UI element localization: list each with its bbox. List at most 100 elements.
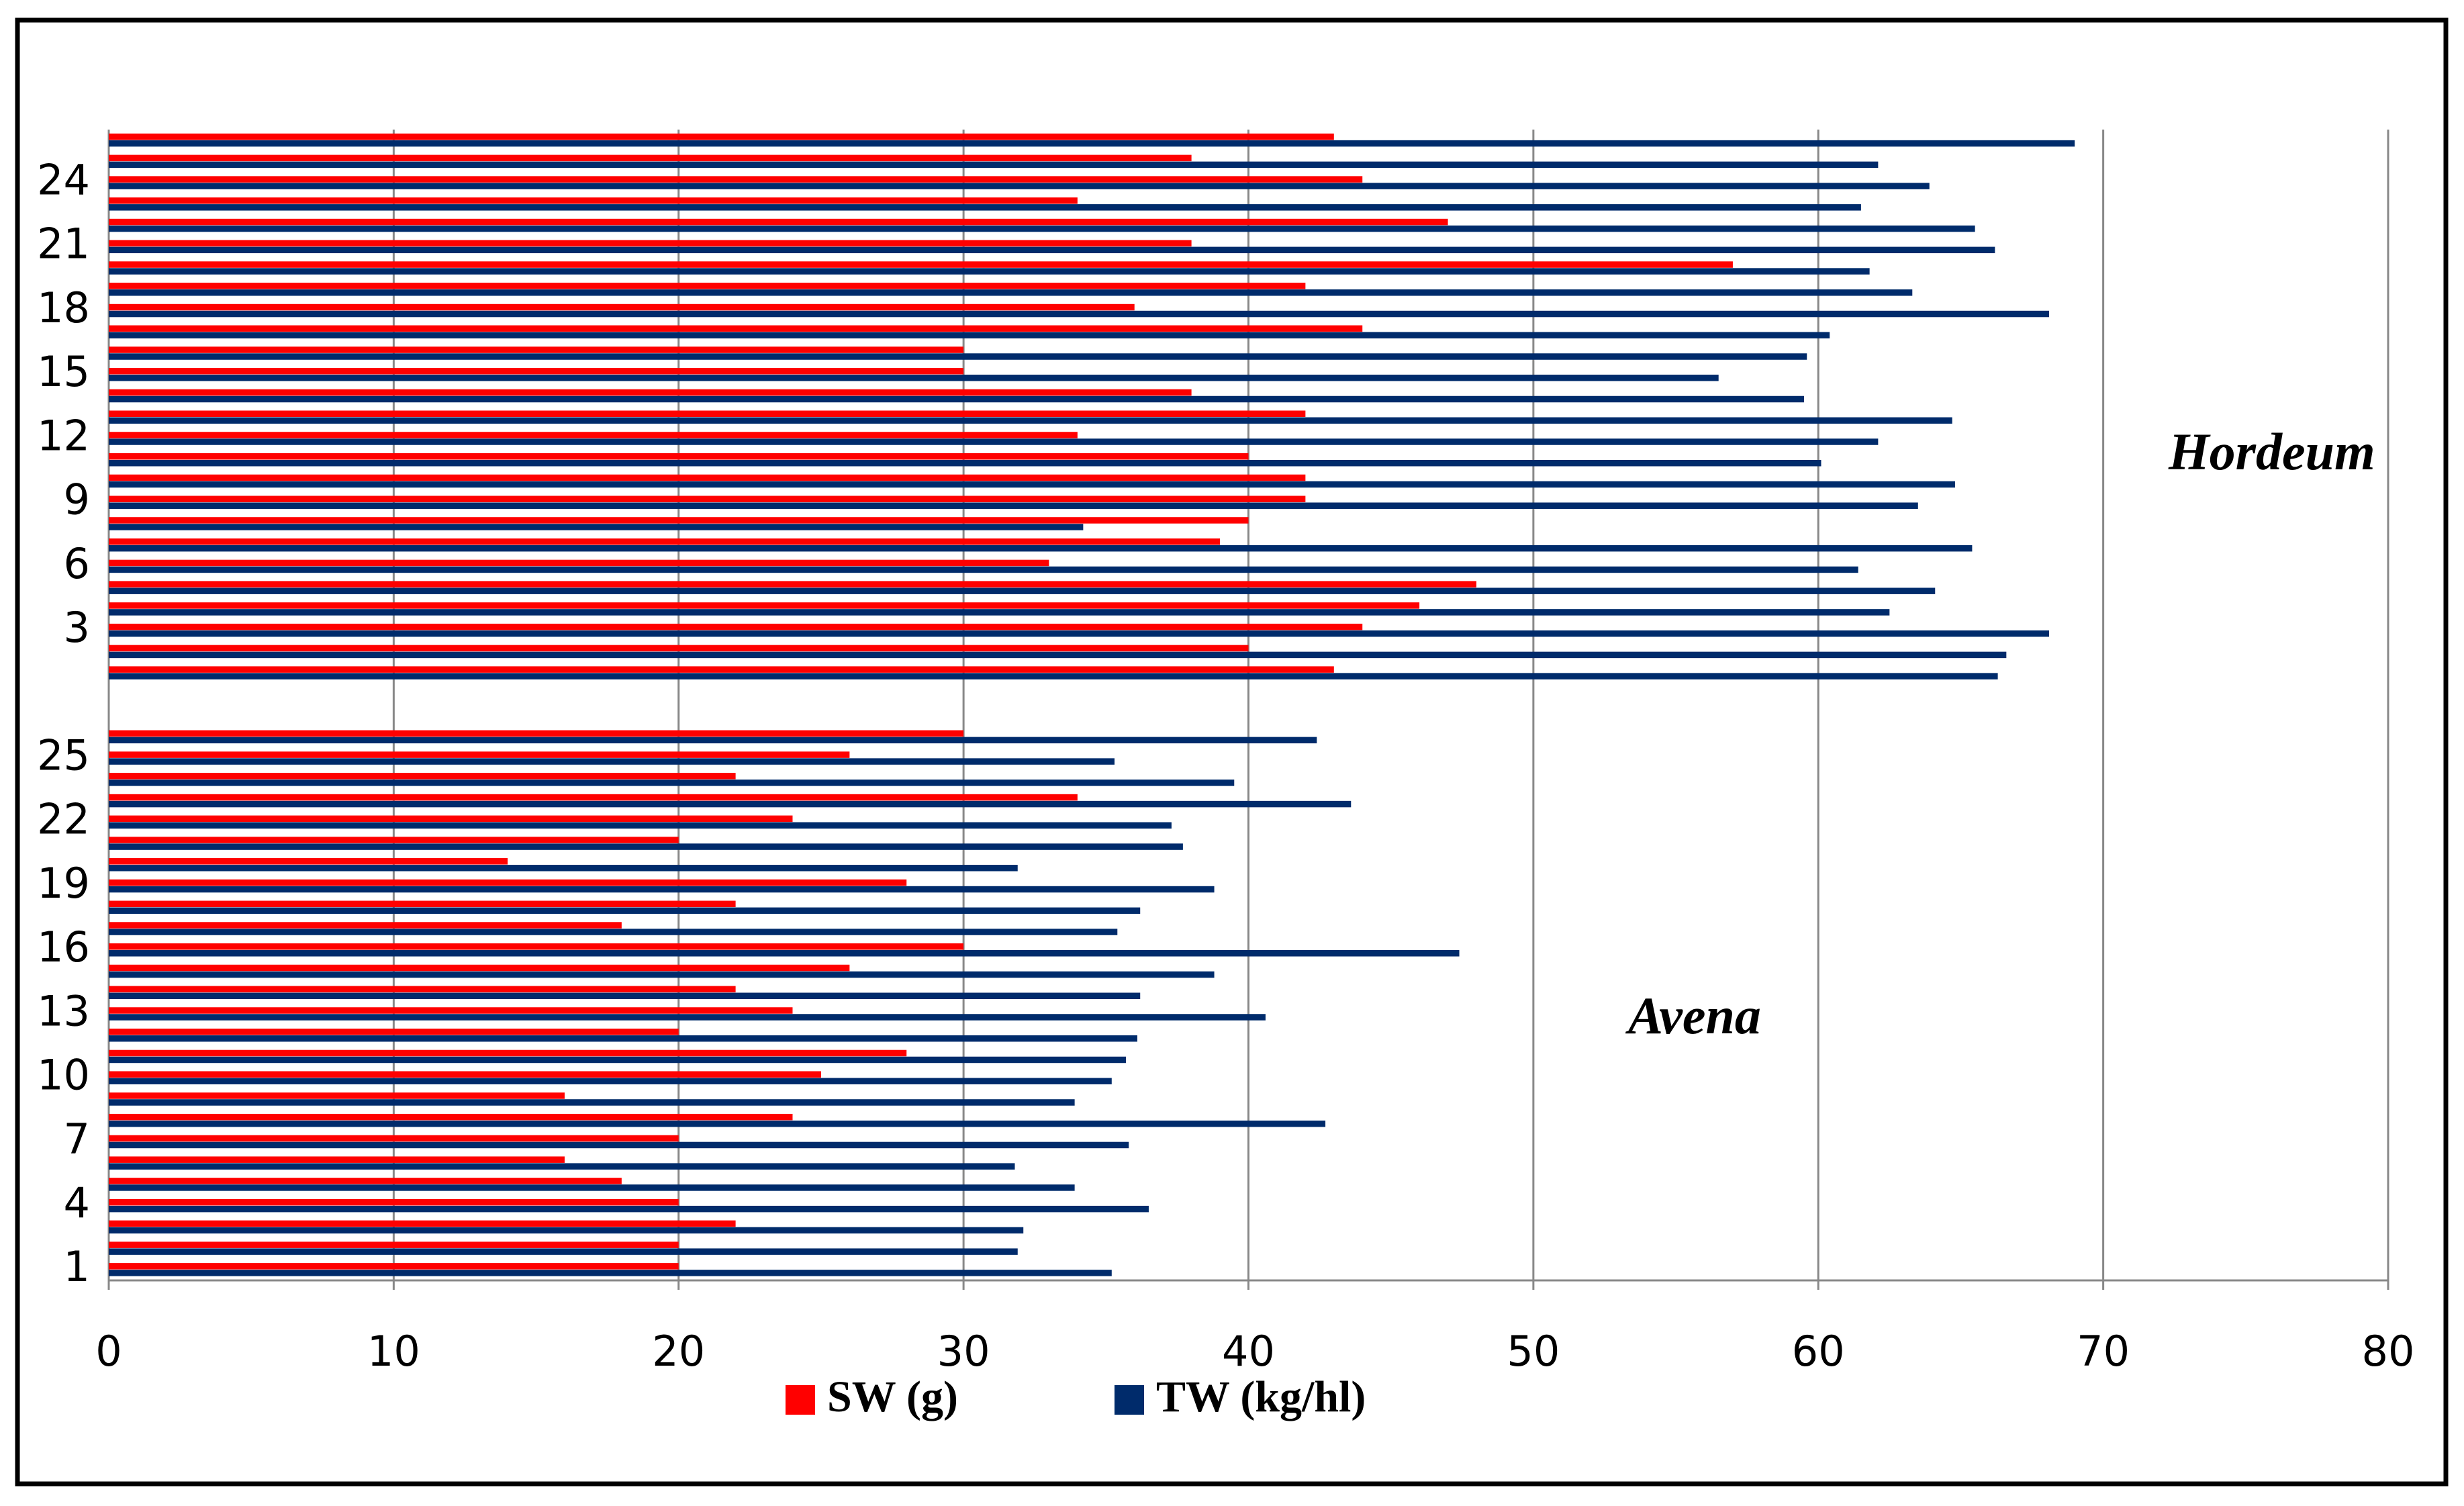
bar xyxy=(109,581,1476,587)
x-tick-label: 30 xyxy=(937,1327,990,1376)
bar xyxy=(109,794,1078,801)
bar xyxy=(109,524,1084,530)
bar xyxy=(109,1220,736,1227)
bar xyxy=(109,645,1249,652)
bar xyxy=(109,1227,1024,1234)
x-tick-label: 10 xyxy=(367,1327,420,1376)
bar xyxy=(109,218,1448,226)
bar xyxy=(109,140,2075,147)
bar xyxy=(109,1113,793,1121)
x-tick-label: 70 xyxy=(2077,1327,2130,1376)
bar xyxy=(109,1078,1112,1084)
bar xyxy=(109,183,1930,189)
y-tick-label: 21 xyxy=(37,220,90,269)
bar xyxy=(109,410,1306,417)
y-tick-label: 22 xyxy=(37,795,90,844)
bar xyxy=(109,865,1018,872)
bar xyxy=(109,353,1807,360)
bar xyxy=(109,758,1115,765)
bar xyxy=(109,602,1420,609)
legend-label: SW (g) xyxy=(827,1372,958,1421)
bar xyxy=(109,986,736,992)
bar xyxy=(109,822,1172,829)
y-tick-label: 15 xyxy=(37,347,90,396)
bar xyxy=(109,225,1975,232)
bar xyxy=(109,246,1995,254)
bar xyxy=(109,197,1078,204)
bar xyxy=(109,737,1317,744)
bar xyxy=(109,992,1141,999)
bar xyxy=(109,651,2007,659)
bar xyxy=(109,154,1192,162)
bar xyxy=(109,176,1363,183)
bar xyxy=(109,1248,1018,1255)
bar xyxy=(109,843,1183,850)
bar xyxy=(109,922,622,929)
y-tick-label: 19 xyxy=(37,859,90,908)
bar xyxy=(109,368,964,375)
legend-label: TW (kg/hl) xyxy=(1156,1372,1366,1421)
y-tick-label: 3 xyxy=(64,603,90,652)
bar xyxy=(109,453,1249,460)
bar xyxy=(109,432,1078,438)
bar xyxy=(109,886,1215,893)
bar xyxy=(109,268,1870,275)
bar xyxy=(109,623,1363,630)
bar xyxy=(109,1035,1137,1042)
bar xyxy=(109,1120,1326,1127)
bar xyxy=(109,1141,1129,1149)
legend-swatch xyxy=(1115,1385,1144,1415)
bar xyxy=(109,502,1918,509)
bar xyxy=(109,1184,1075,1191)
bar xyxy=(109,900,736,908)
bar xyxy=(109,1163,1015,1170)
y-tick-label: 13 xyxy=(37,986,90,1035)
bar xyxy=(109,1205,1149,1213)
bar xyxy=(109,971,1215,978)
bar xyxy=(109,730,964,737)
bar xyxy=(109,907,1141,914)
y-tick-label: 10 xyxy=(37,1051,90,1100)
x-tick-label: 20 xyxy=(652,1327,705,1376)
bar xyxy=(109,1056,1127,1064)
y-tick-label: 18 xyxy=(37,283,90,332)
bar xyxy=(109,559,1049,567)
bar xyxy=(109,837,679,843)
bar xyxy=(109,943,964,950)
bar xyxy=(109,332,1830,339)
bar xyxy=(109,773,736,780)
y-tick-label: 7 xyxy=(64,1115,90,1164)
bar xyxy=(109,538,1221,545)
x-tick-label: 0 xyxy=(95,1327,122,1376)
bar xyxy=(109,133,1334,140)
bar xyxy=(109,261,1733,268)
y-tick-label: 4 xyxy=(64,1178,90,1227)
bar xyxy=(109,481,1955,488)
bar xyxy=(109,1135,679,1142)
bar xyxy=(109,566,1858,573)
bar xyxy=(109,496,1306,502)
bar xyxy=(109,1178,622,1184)
bar xyxy=(109,1049,907,1057)
y-tick-label: 16 xyxy=(37,923,90,972)
y-tick-label: 9 xyxy=(64,475,90,524)
y-tick-label: 6 xyxy=(64,539,90,588)
bar xyxy=(109,517,1249,524)
bar xyxy=(109,1028,679,1035)
bar xyxy=(109,751,850,758)
y-tick-label: 24 xyxy=(37,155,90,204)
bar xyxy=(109,800,1352,808)
bar xyxy=(109,204,1861,211)
bar xyxy=(109,780,1235,786)
bar xyxy=(109,630,2049,637)
bar xyxy=(109,474,1306,481)
bar xyxy=(109,438,1879,445)
annotation: Hordeum xyxy=(2168,422,2375,481)
y-tick-label: 1 xyxy=(64,1242,90,1291)
bar xyxy=(109,929,1118,935)
bar xyxy=(109,346,964,353)
y-tick-label: 25 xyxy=(37,731,90,780)
bar xyxy=(109,325,1363,332)
bar xyxy=(109,283,1306,289)
bar xyxy=(109,1156,565,1163)
